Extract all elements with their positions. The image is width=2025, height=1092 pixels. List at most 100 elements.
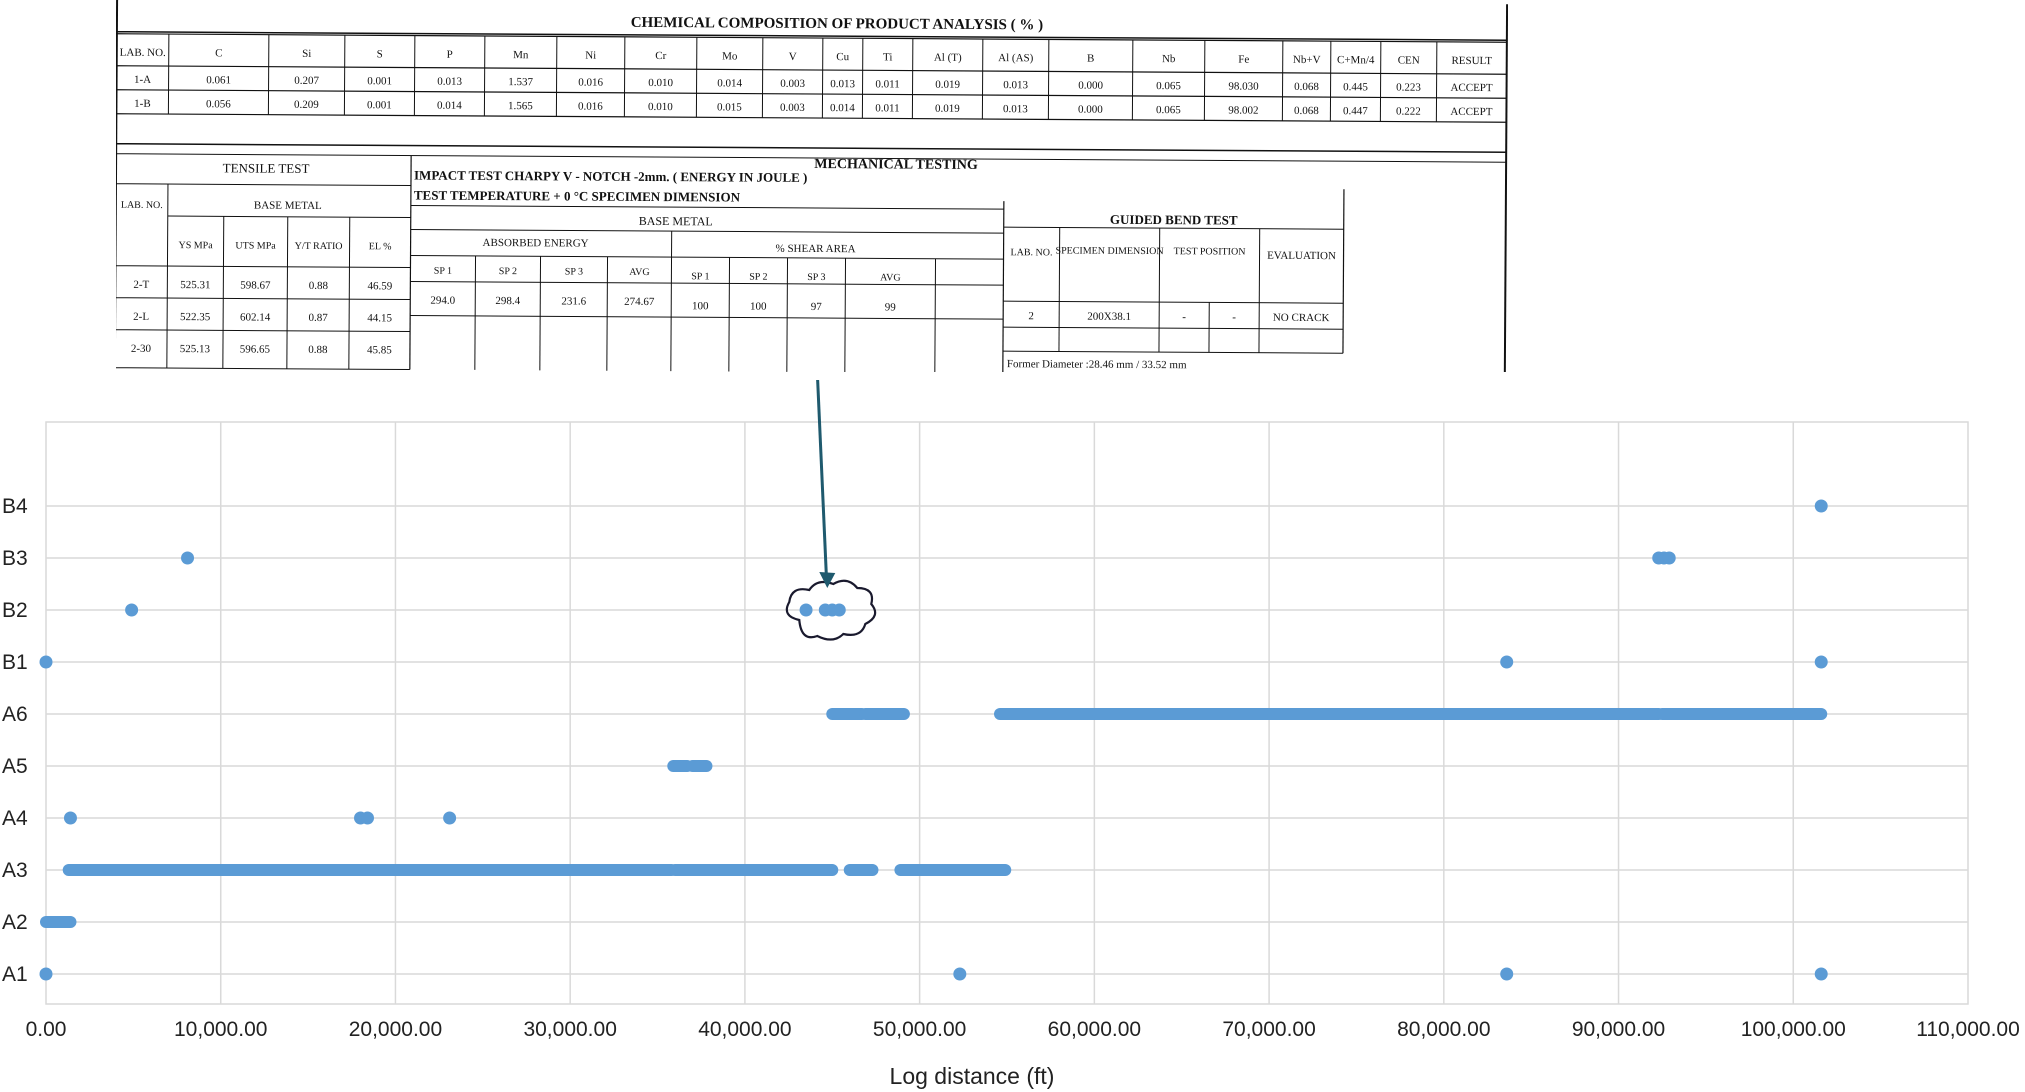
table-text: 0.223 — [1396, 82, 1421, 94]
table-rule — [1342, 189, 1345, 354]
table-text: 0.013 — [1003, 103, 1028, 115]
table-text: Nb — [1162, 53, 1176, 65]
table-text: 98.030 — [1228, 81, 1259, 93]
table-text: BASE METAL — [254, 200, 322, 212]
table-text: 0.019 — [935, 79, 960, 91]
table-text: Cu — [836, 51, 849, 63]
table-text: Cr — [655, 50, 666, 62]
table-text: Al (AS) — [998, 52, 1034, 64]
table-rule — [116, 297, 411, 301]
cloud-annotation — [785, 579, 877, 641]
x-tick-label: 50,000.00 — [873, 1018, 966, 1041]
table-text: AVG — [880, 272, 900, 283]
table-text: 0.88 — [309, 280, 329, 292]
y-tick-label: B2 — [2, 599, 28, 622]
table-text: 525.31 — [180, 279, 210, 291]
table-text: 0.014 — [717, 77, 742, 89]
table-text: CHEMICAL COMPOSITION OF PRODUCT ANALYSIS… — [631, 15, 1044, 34]
table-rule — [670, 231, 673, 372]
table-text: 45.85 — [367, 344, 392, 356]
table-text: Si — [302, 48, 311, 60]
table-text: 0.209 — [294, 99, 319, 111]
table-text: 0.013 — [1003, 79, 1028, 91]
table-text: 0.001 — [367, 99, 392, 111]
table-rule — [116, 142, 1507, 153]
table-rule — [166, 184, 169, 369]
table-text: 525.13 — [180, 343, 211, 355]
table-text: Ni — [585, 50, 596, 62]
table-text: ABSORBED ENERGY — [483, 237, 589, 250]
data-point — [181, 551, 195, 565]
table-text: MECHANICAL TESTING — [814, 157, 978, 173]
table-text: AVG — [629, 267, 649, 278]
x-tick-label: 0.00 — [26, 1018, 67, 1041]
table-rule — [410, 281, 1004, 286]
table-text: 99 — [885, 301, 897, 313]
table-rule — [1003, 226, 1344, 230]
plot-frame — [45, 421, 1969, 1005]
table-text: 0.068 — [1294, 81, 1319, 93]
table-text: BASE METAL — [639, 214, 713, 228]
annotation-arrow — [816, 380, 828, 575]
table-rule — [222, 216, 225, 369]
table-text: Mo — [722, 50, 738, 62]
table-text: C — [215, 47, 222, 59]
table-text: 0.019 — [935, 103, 960, 115]
table-text: 2 — [1028, 310, 1034, 322]
data-point — [360, 811, 374, 825]
table-text: 0.445 — [1343, 81, 1368, 93]
table-text: CEN — [1398, 55, 1420, 67]
table-text: 97 — [811, 301, 823, 313]
table-text: SP 1 — [434, 266, 452, 277]
table-text: 0.003 — [780, 102, 805, 114]
data-point — [1814, 499, 1828, 513]
table-text: IMPACT TEST CHARPY V - NOTCH -2mm. ( ENE… — [414, 168, 807, 185]
table-text: EVALUATION — [1267, 250, 1336, 262]
table-text: UTS MPa — [235, 240, 276, 251]
table-text: LAB. NO. — [1011, 247, 1053, 258]
y-tick-label: A2 — [2, 911, 28, 934]
x-tick-label: 20,000.00 — [349, 1018, 442, 1041]
table-rule — [116, 113, 1507, 123]
table-text: 0.010 — [648, 101, 673, 113]
data-point — [63, 811, 77, 825]
x-tick-label: 30,000.00 — [523, 1018, 616, 1041]
data-point — [125, 603, 139, 617]
table-rule — [1158, 228, 1161, 353]
table-rule — [606, 256, 609, 371]
table-rule — [786, 257, 789, 372]
table-text: SP 1 — [691, 271, 709, 282]
table-text: V — [789, 51, 797, 63]
table-rule — [116, 183, 411, 187]
data-point — [1500, 655, 1514, 669]
table-rule — [116, 0, 119, 368]
table-text: 0.88 — [308, 344, 328, 356]
table-text: 0.065 — [1156, 104, 1181, 116]
table-rule — [1002, 201, 1005, 372]
table-text: 2-T — [133, 279, 149, 291]
table-text: 0.222 — [1396, 106, 1421, 118]
data-point — [799, 603, 813, 617]
table-rule — [409, 155, 412, 370]
table-rule — [116, 65, 1507, 75]
table-text: 1-B — [134, 98, 151, 110]
data-point — [39, 967, 53, 981]
x-tick-label: 10,000.00 — [174, 1018, 267, 1041]
table-text: LAB. NO. — [120, 47, 166, 59]
table-rule — [410, 229, 1004, 234]
table-text: Mn — [513, 49, 529, 61]
y-tick-label: A4 — [2, 807, 28, 830]
x-tick-label: 70,000.00 — [1222, 1018, 1315, 1041]
x-tick-label: 100,000.00 — [1741, 1018, 1846, 1041]
table-text: 100 — [750, 301, 767, 313]
x-tick-label: 90,000.00 — [1572, 1018, 1665, 1041]
table-text: Ti — [883, 51, 892, 63]
data-point — [1662, 551, 1676, 565]
table-rule — [116, 367, 410, 371]
table-rule — [844, 258, 847, 372]
table-text: - — [1232, 312, 1236, 324]
table-text: 0.000 — [1078, 104, 1103, 116]
table-text: 0.010 — [648, 77, 673, 89]
table-rule — [116, 89, 1507, 99]
table-text: C+Mn/4 — [1337, 54, 1375, 66]
